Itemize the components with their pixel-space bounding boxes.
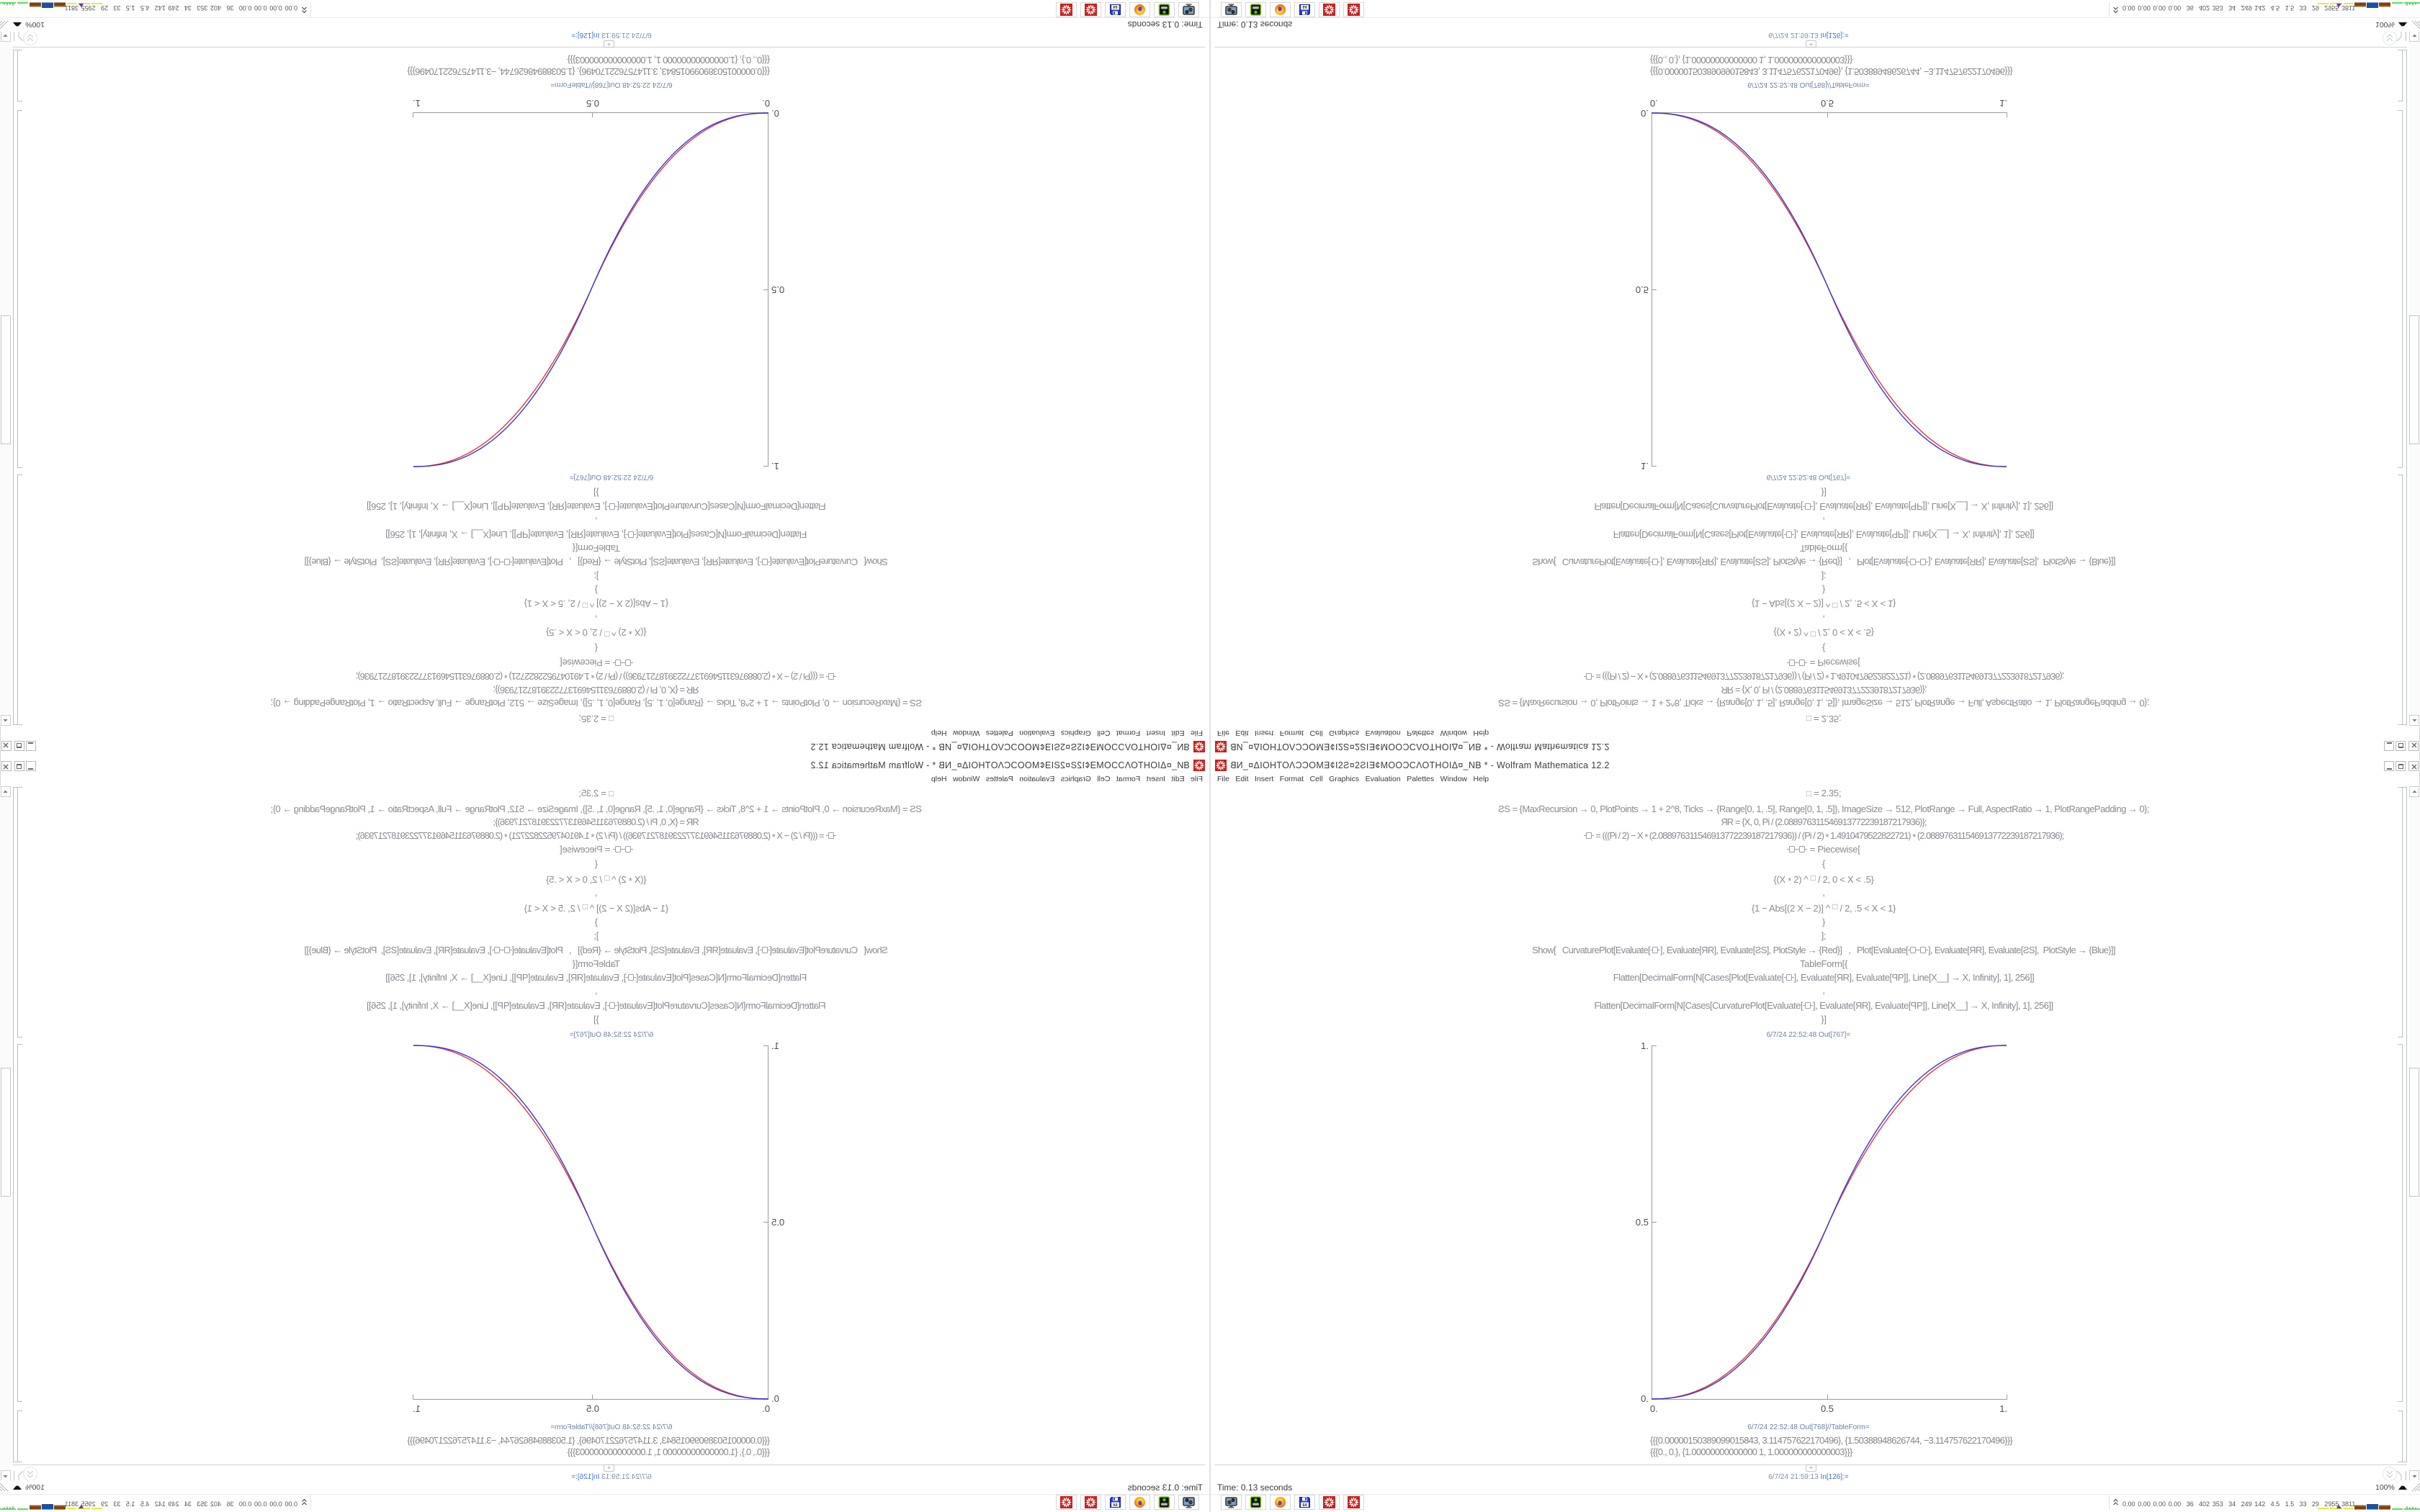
svg-text:1.: 1. xyxy=(1641,1040,1649,1051)
svg-text:1.: 1. xyxy=(413,1403,421,1414)
svg-text:0.5: 0.5 xyxy=(1821,1403,1834,1414)
svg-text:0.: 0. xyxy=(762,1403,770,1414)
svg-text:0.5: 0.5 xyxy=(586,1403,599,1414)
svg-text:1.: 1. xyxy=(771,461,779,472)
svg-text:1.: 1. xyxy=(1999,98,2007,109)
svg-text:0.: 0. xyxy=(771,108,779,119)
svg-text:0.: 0. xyxy=(1641,1393,1649,1404)
svg-text:1.: 1. xyxy=(1999,1403,2007,1414)
svg-text:64: 64 xyxy=(1113,4,1118,9)
svg-text:1.: 1. xyxy=(413,98,421,109)
svg-text:0.5: 0.5 xyxy=(771,1217,784,1228)
svg-text:0.: 0. xyxy=(1650,98,1658,109)
svg-text:0.: 0. xyxy=(1641,108,1649,119)
svg-text:0.5: 0.5 xyxy=(771,284,784,295)
svg-text:64: 64 xyxy=(1303,4,1307,9)
svg-text:0.: 0. xyxy=(762,98,770,109)
svg-text:0.: 0. xyxy=(771,1393,779,1404)
svg-text:0.5: 0.5 xyxy=(1636,1217,1649,1228)
svg-text:1.: 1. xyxy=(1641,461,1649,472)
svg-text:64: 64 xyxy=(1303,1503,1307,1508)
svg-text:0.: 0. xyxy=(1650,1403,1658,1414)
svg-text:1.: 1. xyxy=(771,1040,779,1051)
svg-text:64: 64 xyxy=(1113,1503,1118,1508)
svg-text:0.5: 0.5 xyxy=(1636,284,1649,295)
svg-text:0.5: 0.5 xyxy=(1821,98,1834,109)
svg-text:0.5: 0.5 xyxy=(586,98,599,109)
